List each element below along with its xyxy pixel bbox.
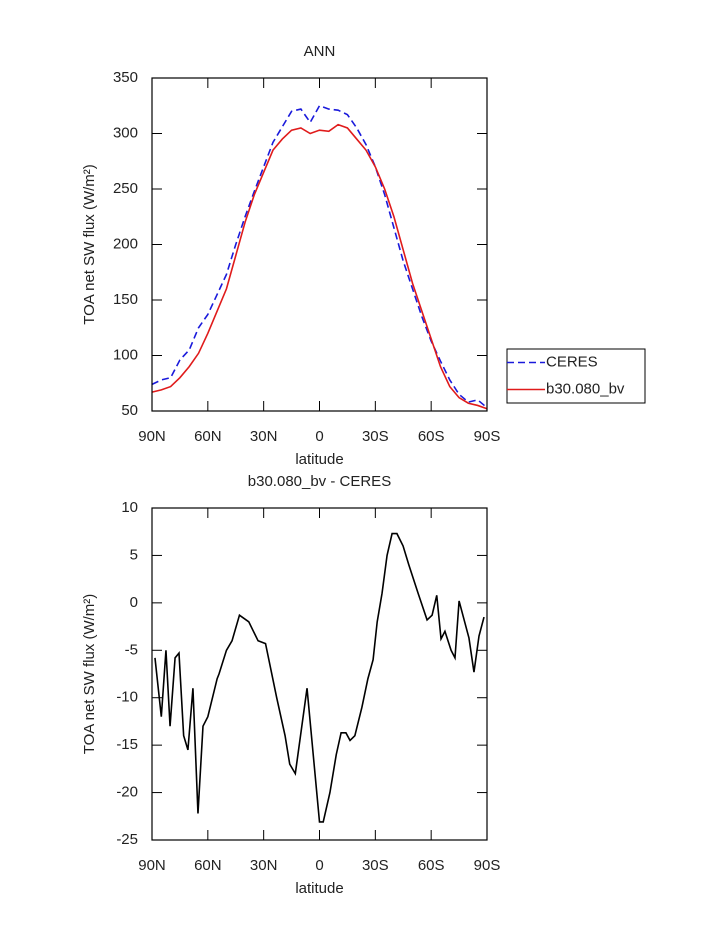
x-tick-label: 60S (418, 857, 445, 874)
y-tick-label: 10 (121, 499, 138, 516)
x-tick-label: 90S (474, 428, 501, 445)
y-tick-label: 350 (113, 69, 138, 86)
x-tick-label: 90S (474, 857, 501, 874)
x-tick-label: 30N (250, 428, 278, 445)
y-tick-label: 50 (121, 402, 138, 419)
y-tick-label: 250 (113, 180, 138, 197)
legend-label: CERES (546, 353, 598, 370)
y-tick-label: -10 (116, 689, 138, 706)
data-line (151, 123, 488, 410)
y-tick-label: 150 (113, 291, 138, 308)
chart-title: b30.080_bv - CERES (248, 473, 391, 490)
x-tick-label: 60N (194, 428, 222, 445)
x-axis-label: latitude (295, 451, 343, 468)
plot-frame (151, 507, 488, 841)
y-tick-label: -20 (116, 784, 138, 801)
data-line (151, 104, 488, 409)
y-tick-label: 5 (130, 546, 138, 563)
x-tick-label: 0 (315, 857, 323, 874)
x-axis-label: latitude (295, 880, 343, 897)
legend-box (506, 348, 646, 404)
data-line (154, 532, 485, 823)
y-axis-label: TOA net SW flux (W/m²) (81, 164, 98, 325)
x-tick-label: 0 (315, 428, 323, 445)
x-tick-label: 30S (362, 857, 389, 874)
chart-title: ANN (304, 43, 336, 60)
plot-frame (151, 77, 488, 412)
y-tick-label: 100 (113, 346, 138, 363)
legend-label: b30.080_bv (546, 380, 625, 397)
y-tick-label: -25 (116, 831, 138, 848)
y-tick-label: 0 (130, 594, 138, 611)
y-axis-label: TOA net SW flux (W/m²) (81, 594, 98, 755)
y-tick-label: -15 (116, 736, 138, 753)
y-tick-label: -5 (125, 641, 138, 658)
x-tick-label: 60S (418, 428, 445, 445)
x-tick-label: 90N (138, 857, 166, 874)
x-tick-label: 30S (362, 428, 389, 445)
x-tick-label: 30N (250, 857, 278, 874)
y-tick-label: 300 (113, 124, 138, 141)
x-tick-label: 90N (138, 428, 166, 445)
y-tick-label: 200 (113, 235, 138, 252)
x-tick-label: 60N (194, 857, 222, 874)
